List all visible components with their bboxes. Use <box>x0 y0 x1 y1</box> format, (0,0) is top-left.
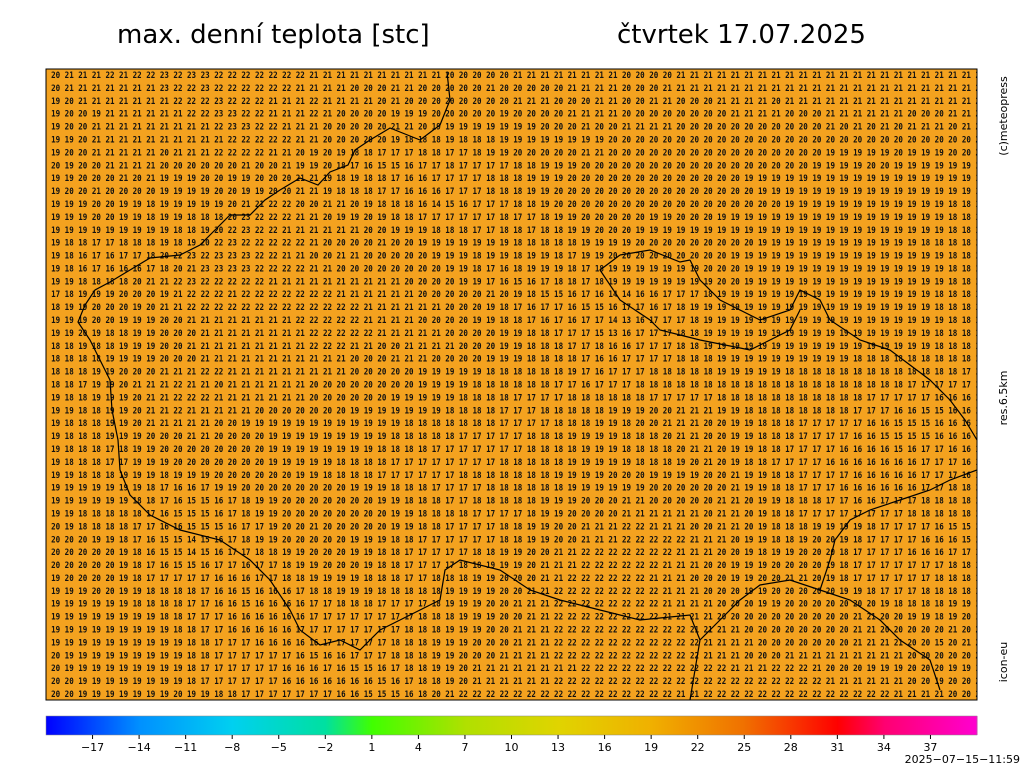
value-row: 9 20 19 18 18 18 18 17 17 16 16 15 15 15… <box>42 522 980 532</box>
value-row: 1 20 20 19 19 19 19 19 19 19 20 19 19 18… <box>42 690 980 700</box>
value-row: 7 18 18 17 19 19 20 21 21 21 22 21 21 20… <box>42 381 980 391</box>
value-row: 0 20 21 21 21 22 21 22 22 23 22 23 23 22… <box>42 71 980 81</box>
value-row: 9 19 20 21 21 21 21 21 21 21 22 22 22 23… <box>42 97 980 107</box>
colorbar-tick-label: −8 <box>224 741 240 754</box>
model-name: icon-eu <box>997 642 1010 683</box>
value-row: 6 18 18 19 18 18 19 19 19 20 20 21 21 21… <box>42 342 980 352</box>
colorbar-tick-label: 13 <box>551 741 565 754</box>
colorbar-segment <box>651 716 745 735</box>
value-row: 7 19 18 18 19 19 19 20 21 21 22 22 22 21… <box>42 393 980 403</box>
value-row: 9 19 20 20 19 21 21 21 21 21 21 22 22 23… <box>42 110 980 120</box>
value-row: 8 19 18 18 18 19 19 20 21 21 21 21 21 20… <box>42 419 980 429</box>
value-row: 9 19 18 16 17 16 16 16 17 18 20 21 23 23… <box>42 264 980 274</box>
colorbar-tick-label: 31 <box>830 741 844 754</box>
timestamp: 2025−07−15−11:59 <box>905 753 1020 766</box>
value-row: 8 19 19 18 18 19 19 20 21 21 22 21 21 21… <box>42 406 980 416</box>
value-row: 9 19 19 20 21 21 21 21 21 21 21 21 21 21… <box>42 135 980 145</box>
value-row: 1 20 19 19 19 19 19 19 19 19 19 18 17 17… <box>42 664 980 674</box>
value-row: 9 19 20 20 21 21 21 21 21 20 21 21 21 22… <box>42 148 980 158</box>
value-row: 9 19 20 20 20 20 19 18 17 17 17 17 17 16… <box>42 574 980 584</box>
colorbar-tick-label: 37 <box>923 741 937 754</box>
value-row: 8 19 18 16 17 16 17 17 18 20 22 23 22 23… <box>42 252 980 262</box>
colorbar-tick-label: −2 <box>317 741 333 754</box>
colorbar-segment <box>371 716 466 735</box>
colorbar-tick-label: 4 <box>415 741 422 754</box>
colorbar-tick-label: 34 <box>877 741 891 754</box>
value-row: 9 19 19 19 19 19 19 19 19 19 19 18 18 17… <box>42 638 980 648</box>
colorbar-tick-label: 28 <box>784 741 798 754</box>
value-row: 9 19 19 19 19 19 19 18 18 18 18 17 17 16… <box>42 600 980 610</box>
colorbar-tick-label: 25 <box>737 741 751 754</box>
map-area <box>46 69 977 700</box>
colorbar-segment <box>464 716 559 735</box>
value-row: 0 20 19 19 19 19 19 19 19 19 19 18 18 17… <box>42 651 980 661</box>
value-row: 9 19 18 18 18 17 17 19 19 19 20 20 20 20… <box>42 458 980 468</box>
map-frame <box>45 68 978 701</box>
colorbar: −17 −14 −11 −8 −5 −2 1 4 7 10 13 16 19 22 25 28 31 34 37 <box>45 715 978 754</box>
colorbar-tick-label: 22 <box>691 741 705 754</box>
colorbar-segment <box>232 716 326 735</box>
copyright: (c)meteopress <box>997 76 1010 156</box>
value-row: 8 19 19 19 20 20 19 19 18 19 19 18 18 18… <box>42 213 980 223</box>
colorbar-segment <box>883 716 978 735</box>
colorbar-segment <box>325 716 373 735</box>
value-row: 0 20 20 20 20 20 19 18 16 15 15 14 15 16… <box>42 548 980 558</box>
value-row: 1 20 20 19 19 19 19 19 19 19 19 18 17 17… <box>42 677 980 687</box>
colorbar-tick-label: −5 <box>271 741 287 754</box>
colorbar-tick-label: 10 <box>505 741 519 754</box>
value-row: 0 20 21 21 21 21 21 21 21 23 22 22 23 22… <box>42 84 980 94</box>
resolution: res.6.5km <box>997 371 1010 426</box>
colorbar-tick-label: −14 <box>127 741 150 754</box>
value-row: 7 19 19 19 20 20 19 19 19 20 20 21 21 21… <box>42 316 980 326</box>
value-row: 9 19 20 20 21 20 20 20 20 19 19 19 19 20… <box>42 187 980 197</box>
value-row: 0 20 20 20 20 20 19 18 17 16 15 15 16 17… <box>42 561 980 571</box>
value-row: 8 19 19 18 18 18 18 20 21 21 22 23 22 22… <box>42 277 980 287</box>
colorbar-segment <box>837 716 885 735</box>
colorbar-segment <box>744 716 838 735</box>
colorbar-segment <box>46 716 140 735</box>
value-row: 8 17 18 19 19 19 20 20 20 19 21 22 22 22… <box>42 290 980 300</box>
value-row: 9 19 19 18 18 18 18 18 17 16 15 15 15 16… <box>42 509 980 519</box>
value-row: 7 19 19 20 19 18 18 19 19 20 20 20 21 21… <box>42 329 980 339</box>
value-row: 0 19 19 19 19 19 19 19 19 18 18 17 17 17… <box>42 613 980 623</box>
value-row: 8 19 18 18 17 17 18 18 18 19 18 19 20 22… <box>42 239 980 249</box>
value-row: 9 20 19 20 20 21 21 21 21 20 20 20 20 20… <box>42 161 980 171</box>
value-row: 9 19 18 18 18 17 18 19 19 20 20 20 20 20… <box>42 445 980 455</box>
colorbar-tick-label: 7 <box>461 741 468 754</box>
value-row: 9 19 19 18 18 18 19 19 19 18 19 19 19 20… <box>42 471 980 481</box>
value-row: 9 19 19 19 19 19 19 18 18 17 16 15 15 16… <box>42 497 980 507</box>
value-row: 9 19 19 19 19 19 19 19 18 17 16 16 17 19… <box>42 484 980 494</box>
value-row: 9 19 19 19 20 20 19 19 18 18 18 18 17 16… <box>42 587 980 597</box>
colorbar-segment <box>139 716 233 735</box>
value-row: 7 18 18 18 18 19 19 19 19 20 20 20 21 21… <box>42 355 980 365</box>
value-grid: 0 20 21 21 21 22 21 22 22 23 22 23 23 22… <box>42 71 980 700</box>
value-row: 9 19 18 18 18 19 19 19 20 20 20 21 21 20… <box>42 432 980 442</box>
value-row: 8 19 19 19 19 19 19 19 19 19 18 18 19 20… <box>42 226 980 236</box>
colorbar-tick-label: 19 <box>644 741 658 754</box>
value-row: 8 19 19 19 20 20 19 19 18 19 19 19 19 19… <box>42 200 980 210</box>
colorbar-tick-label: −17 <box>81 741 104 754</box>
value-row: 7 18 19 19 20 20 20 19 20 21 21 22 22 22… <box>42 303 980 313</box>
value-row: 9 20 20 20 19 19 18 17 16 15 15 14 15 16… <box>42 535 980 545</box>
value-row: 9 19 19 20 20 20 21 20 21 19 19 19 20 20… <box>42 174 980 184</box>
colorbar-tick-label: 1 <box>368 741 375 754</box>
colorbar-segment <box>558 716 652 735</box>
value-row: 9 19 19 19 19 19 19 19 19 19 18 18 17 17… <box>42 626 980 636</box>
colorbar-tick-label: 16 <box>598 741 612 754</box>
map-title: max. denní teplota [stc] <box>117 20 430 50</box>
value-row: 9 19 20 20 21 21 21 21 21 21 21 21 21 22… <box>42 123 980 133</box>
border-lines <box>77 71 977 700</box>
map-date: čtvrtek 17.07.2025 <box>617 20 866 50</box>
colorbar-tick-label: −11 <box>174 741 197 754</box>
value-row: 7 18 18 18 19 19 20 20 20 21 21 21 22 22… <box>42 368 980 378</box>
